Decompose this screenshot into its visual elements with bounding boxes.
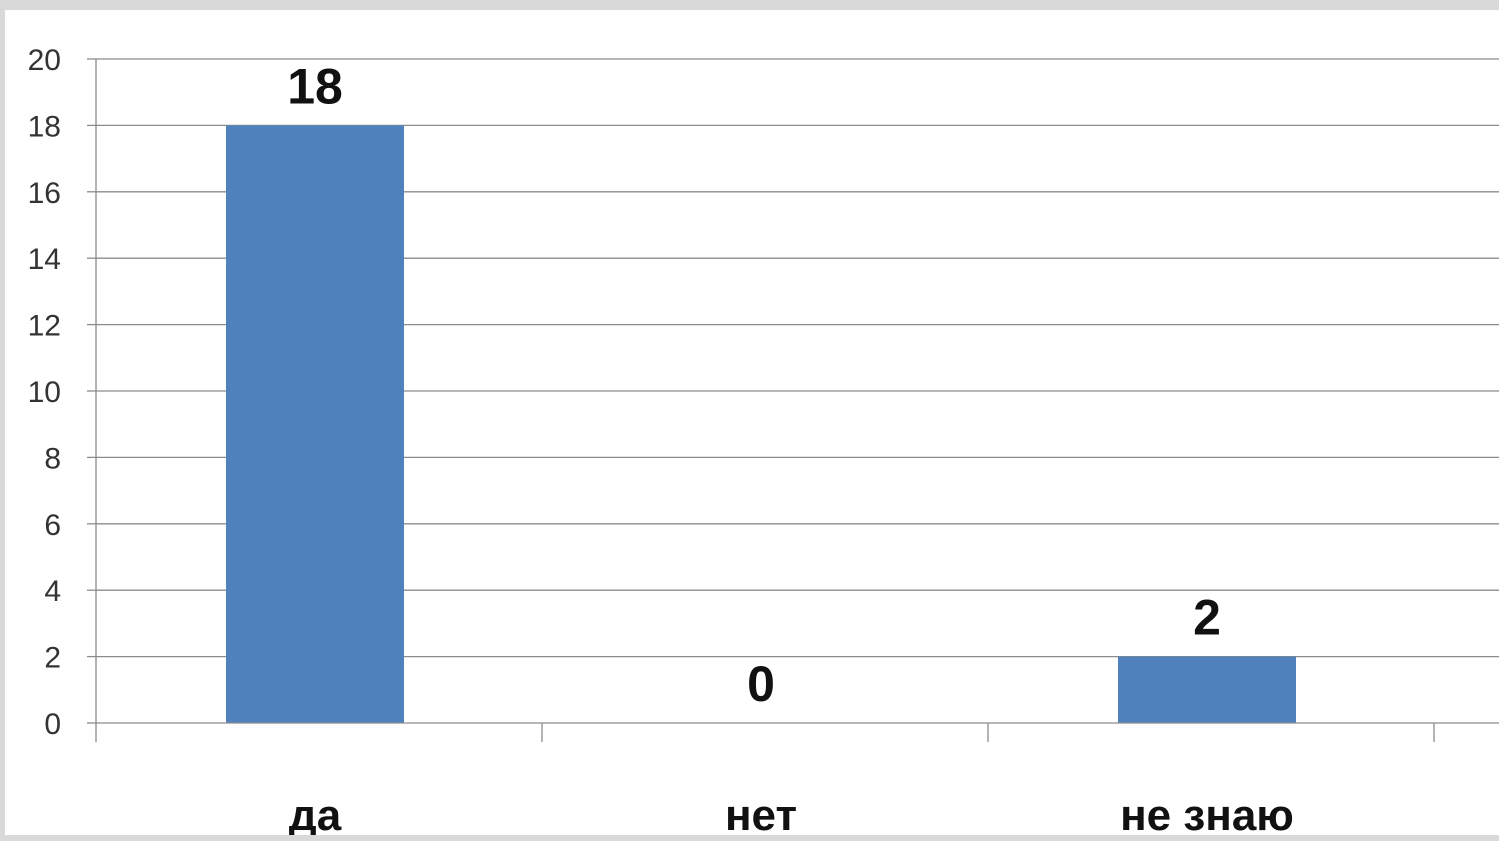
y-tick-label: 2 (44, 642, 61, 675)
y-tick-label: 6 (44, 509, 61, 542)
x-category-label: не знаю (1120, 791, 1294, 835)
y-tick-label: 12 (28, 310, 61, 343)
bar (1118, 656, 1296, 723)
y-tick-label: 20 (28, 44, 61, 77)
y-tick-label: 18 (28, 110, 61, 143)
y-tick-label: 14 (28, 243, 61, 276)
data-label: 2 (1193, 590, 1221, 646)
y-tick-label: 4 (44, 575, 61, 608)
x-category-label: да (289, 791, 342, 835)
chart-frame: 0 2 4 6 8 10 12 14 16 18 20 18 0 2 да нет не знаю (5, 10, 1499, 835)
y-tick-label: 8 (44, 442, 61, 475)
y-axis-tick-labels: 0 2 4 6 8 10 12 14 16 18 20 (28, 44, 61, 741)
data-label: 18 (287, 58, 343, 114)
y-tick-label: 0 (44, 708, 61, 741)
x-category-label: нет (725, 791, 797, 835)
x-axis-tick-labels: да нет не знаю (289, 791, 1294, 835)
bar (226, 125, 404, 723)
bars (226, 125, 1296, 723)
y-tick-label: 10 (28, 376, 61, 409)
axes (87, 58, 1499, 742)
data-label: 0 (747, 656, 775, 712)
y-tick-label: 16 (28, 177, 61, 210)
